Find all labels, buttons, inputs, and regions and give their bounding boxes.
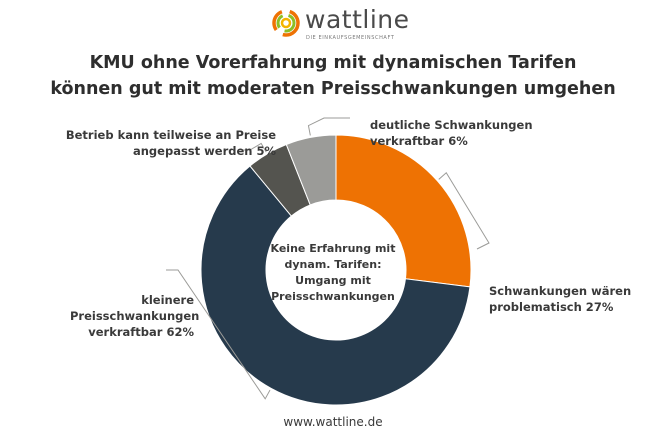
slice-label-line: Betrieb kann teilweise an Preise	[65, 128, 276, 142]
slice-label-line: Preisschwankungen	[70, 309, 200, 323]
slice-label-betrieb-angepasst: Betrieb kann teilweise an Preise angepas…	[40, 127, 276, 159]
brand-tagline: DIE EINKAUFSGEMEINSCHAFT	[306, 35, 395, 41]
chart-title-line-1: KMU ohne Vorerfahrung mit dynamischen Ta…	[89, 53, 577, 73]
leader-line-1	[438, 172, 490, 250]
leader-line-4	[307, 117, 350, 136]
slice-label-line: Schwankungen wären	[489, 284, 632, 298]
center-label-line-1: Keine Erfahrung mit	[271, 242, 396, 255]
slice-label-schwankungen-problematisch: Schwankungen wären problematisch 27%	[489, 283, 631, 315]
center-label-line-4: Preisschwankungen	[271, 290, 395, 303]
wattline-logo-icon	[272, 9, 300, 37]
center-label-line-3: Umgang mit	[295, 274, 371, 287]
chart-title-line-2: können gut mit moderaten Preisschwankung…	[50, 79, 616, 99]
slice-label-line: angepasst werden 5%	[132, 144, 276, 158]
leader-line-2	[166, 269, 271, 400]
slice-label-line: problematisch 27%	[489, 300, 614, 314]
brand-header: wattline DIE EINKAUFSGEMEINSCHAFT	[0, 5, 666, 45]
leader-line-3	[238, 142, 267, 153]
slice-label-deutliche-schwankungen: deutliche Schwankungen verkraftbar 6%	[370, 117, 533, 149]
slice-label-line: deutliche Schwankungen	[370, 118, 533, 132]
donut-hole	[266, 200, 406, 340]
slice-label-line: verkraftbar 6%	[370, 134, 468, 148]
center-label-line-2: dynam. Tarifen:	[285, 258, 382, 271]
slice-label-line: verkraftbar 62%	[88, 325, 194, 339]
brand-name: wattline	[305, 5, 410, 34]
slice-label-kleinere-preisschwankungen: kleinere Preisschwankungen verkraftbar 6…	[70, 292, 200, 340]
footer-url: www.wattline.de	[283, 415, 383, 429]
slice-label-line: kleinere	[141, 293, 194, 307]
